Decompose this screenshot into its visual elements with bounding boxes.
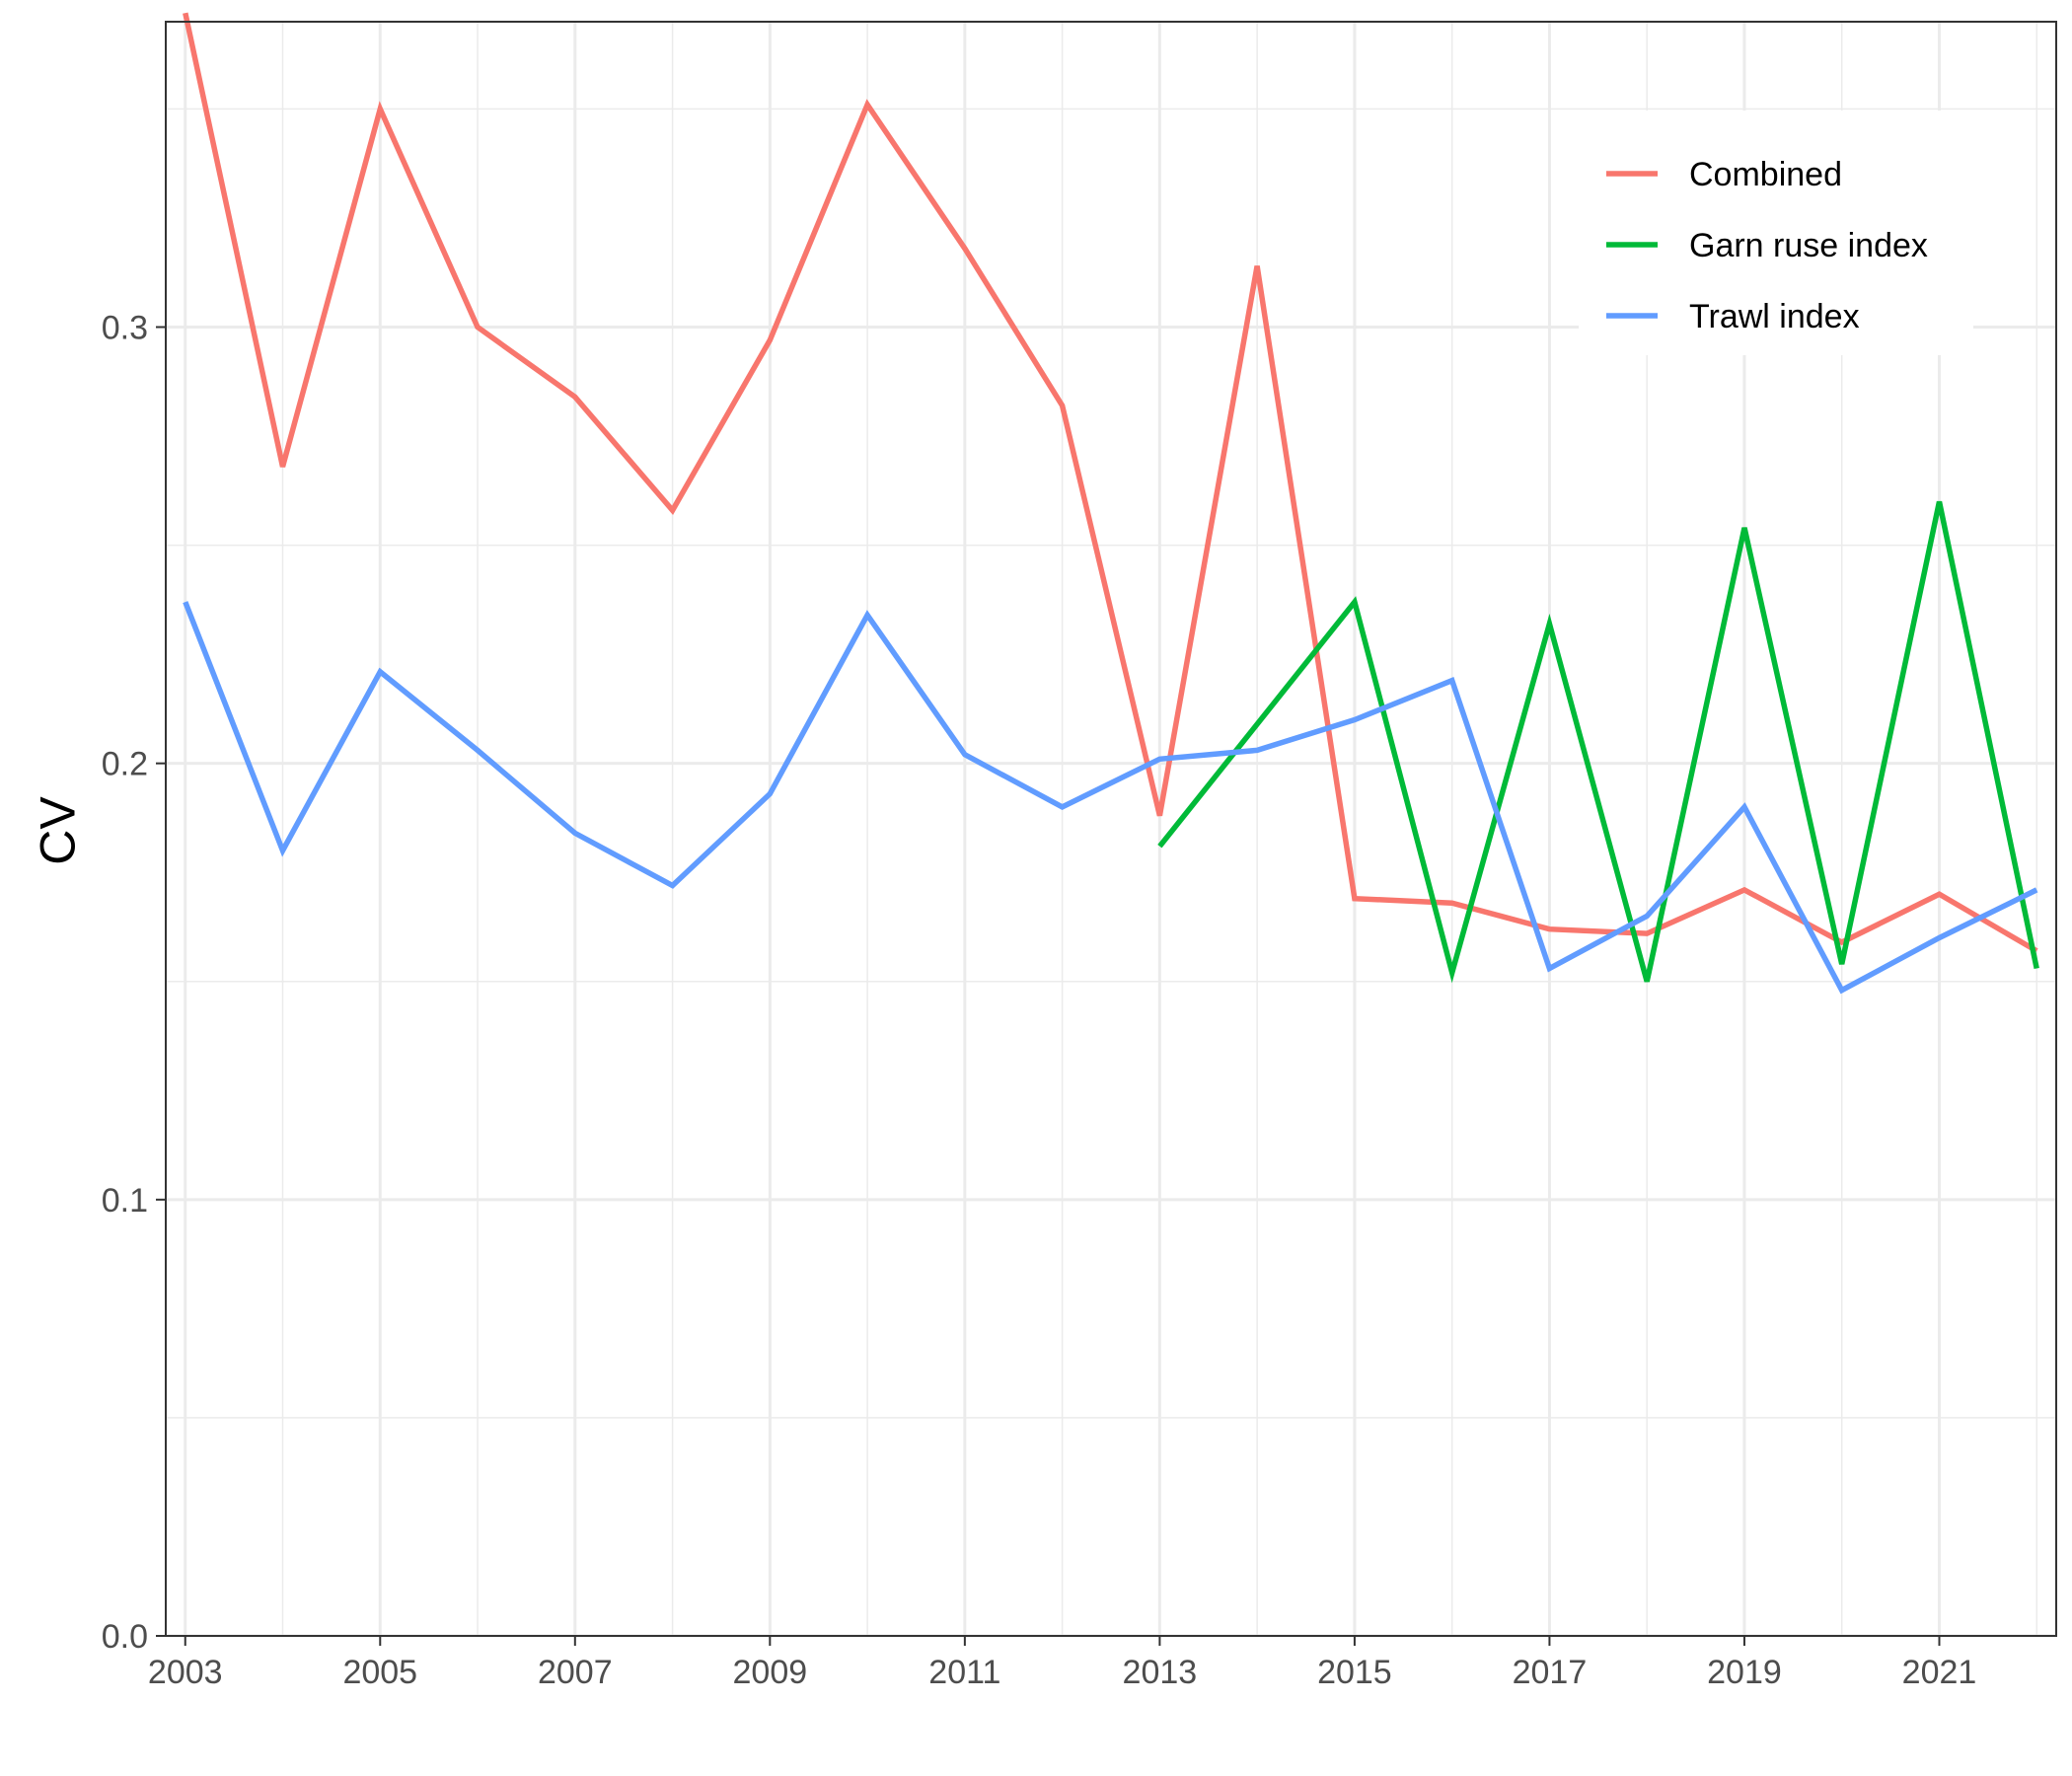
x-tick-label: 2019 xyxy=(1707,1654,1782,1691)
series-lines xyxy=(183,12,2039,995)
x-tick-label: 2021 xyxy=(1902,1654,1977,1691)
series-line-0 xyxy=(183,12,2038,954)
x-tick-label: 2017 xyxy=(1513,1654,1588,1691)
x-tick-label: 2007 xyxy=(538,1654,613,1691)
x-tick-label: 2011 xyxy=(928,1654,1000,1691)
y-tick-label: 0.2 xyxy=(102,746,148,783)
y-axis: 0.0 0.1 0.2 0.3 xyxy=(102,310,166,1656)
y-axis-title: CV xyxy=(31,796,86,865)
legend-label-2: Trawl index xyxy=(1689,298,1860,335)
y-tick-label: 0.1 xyxy=(102,1182,148,1220)
y-tick-label: 0.3 xyxy=(102,310,148,347)
series-line-2 xyxy=(183,601,2038,995)
legend: Combined Garn ruse index Trawl index xyxy=(1579,111,1973,355)
x-tick-label: 2013 xyxy=(1123,1654,1198,1691)
series-line-1 xyxy=(1157,500,2039,984)
legend-label-1: Garn ruse index xyxy=(1689,227,1928,264)
x-tick-label: 2005 xyxy=(342,1654,417,1691)
legend-label-0: Combined xyxy=(1689,156,1842,193)
y-tick-label: 0.0 xyxy=(102,1618,148,1656)
x-tick-label: 2009 xyxy=(733,1654,808,1691)
minor-gridlines xyxy=(166,22,2056,1636)
x-tick-label: 2003 xyxy=(148,1654,223,1691)
panel-border xyxy=(165,21,2057,1637)
x-axis: 2003 2005 2007 2009 2011 2013 2015 2017 2019 2021 xyxy=(148,1636,1976,1691)
x-tick-label: 2015 xyxy=(1317,1654,1392,1691)
